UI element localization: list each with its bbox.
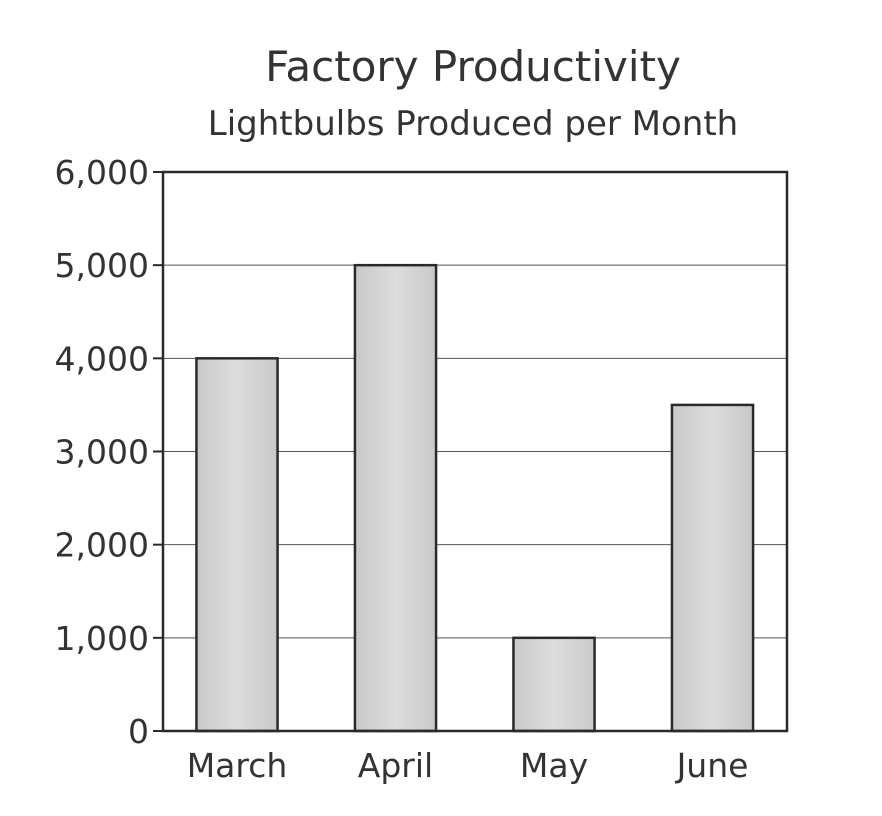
x-tick-label-june: June bbox=[675, 746, 749, 785]
bar-may bbox=[512, 636, 596, 733]
x-axis-tick-labels: March April May June bbox=[187, 746, 749, 785]
x-tick-label-april: April bbox=[358, 746, 433, 785]
y-tick-label-0: 0 bbox=[128, 712, 149, 751]
x-tick-label-may: May bbox=[520, 746, 588, 785]
bars bbox=[195, 263, 755, 733]
chart-subtitle: Lightbulbs Produced per Month bbox=[207, 104, 739, 144]
y-tick-label-6000: 6,000 bbox=[55, 153, 149, 192]
chart-title: Factory Productivity bbox=[265, 42, 681, 91]
bar-april bbox=[353, 263, 438, 733]
y-tick-label-3000: 3,000 bbox=[55, 433, 149, 472]
axis-ticks bbox=[153, 171, 163, 732]
bar-march bbox=[195, 357, 279, 733]
y-tick-label-4000: 4,000 bbox=[55, 339, 149, 378]
y-axis-tick-labels: 0 1,000 2,000 3,000 4,000 5,000 6,000 bbox=[55, 153, 149, 751]
x-tick-label-march: March bbox=[187, 746, 288, 785]
y-tick-label-1000: 1,000 bbox=[55, 619, 149, 658]
y-tick-label-2000: 2,000 bbox=[55, 526, 149, 565]
y-tick-label-5000: 5,000 bbox=[55, 246, 149, 285]
bar-june bbox=[670, 403, 755, 733]
